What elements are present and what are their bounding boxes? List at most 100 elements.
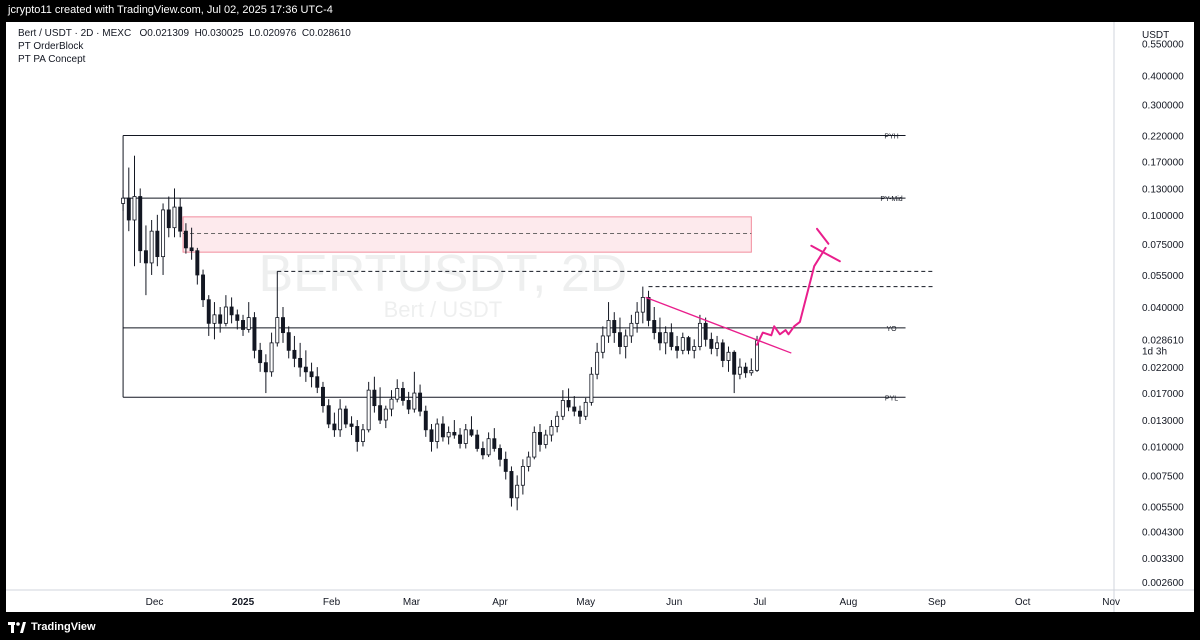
candle-body[interactable] <box>395 388 400 400</box>
candle-body[interactable] <box>143 250 148 264</box>
candle-body[interactable] <box>520 466 525 486</box>
candle-body[interactable] <box>703 322 708 340</box>
candle-body[interactable] <box>555 415 560 427</box>
candle-body[interactable] <box>360 429 365 442</box>
candle-body[interactable] <box>440 423 445 438</box>
candle-body[interactable] <box>595 351 600 375</box>
candle-body[interactable] <box>498 448 503 460</box>
candle-body[interactable] <box>269 342 274 373</box>
candle-body[interactable] <box>418 392 423 412</box>
candle-body[interactable] <box>372 389 377 407</box>
candle-body[interactable] <box>600 335 605 353</box>
candle-body[interactable] <box>675 346 680 351</box>
candle-body[interactable] <box>515 484 520 499</box>
candle-body[interactable] <box>635 311 640 324</box>
candle-body[interactable] <box>183 230 188 249</box>
candle-body[interactable] <box>475 434 480 449</box>
candle-body[interactable] <box>692 346 697 351</box>
candle-body[interactable] <box>446 431 451 438</box>
target-x-stroke[interactable] <box>816 227 830 245</box>
candle-body[interactable] <box>400 388 405 401</box>
order-block-zone[interactable] <box>182 216 752 253</box>
candle-body[interactable] <box>509 471 514 499</box>
price-axis[interactable] <box>1114 22 1194 612</box>
candle-body[interactable] <box>189 247 194 252</box>
candle-body[interactable] <box>503 458 508 472</box>
symbol-info[interactable]: Bert / USDT · 2D · MEXC <box>18 28 132 39</box>
candle-body[interactable] <box>435 423 440 442</box>
candle-body[interactable] <box>355 426 360 442</box>
candle-body[interactable] <box>309 371 314 378</box>
candle-body[interactable] <box>412 392 417 410</box>
candle-body[interactable] <box>646 297 651 321</box>
candle-body[interactable] <box>218 314 223 324</box>
candle-body[interactable] <box>429 429 434 442</box>
candle-body[interactable] <box>492 438 497 449</box>
candle-body[interactable] <box>321 386 325 407</box>
candle-body[interactable] <box>338 408 343 431</box>
candle-body[interactable] <box>543 434 548 445</box>
candle-body[interactable] <box>686 337 691 351</box>
candle-body[interactable] <box>121 197 126 204</box>
candle-body[interactable] <box>663 332 668 344</box>
candle-body[interactable] <box>549 426 554 436</box>
candle-body[interactable] <box>223 306 228 324</box>
candle-body[interactable] <box>298 357 303 368</box>
candle-body[interactable] <box>155 230 160 258</box>
candle-body[interactable] <box>281 317 285 334</box>
candle-body[interactable] <box>732 351 737 375</box>
candle-body[interactable] <box>737 366 742 375</box>
candle-body[interactable] <box>326 405 331 425</box>
candle-body[interactable] <box>572 406 577 412</box>
candle-body[interactable] <box>532 431 537 458</box>
candle-body[interactable] <box>657 332 662 344</box>
candle-body[interactable] <box>263 362 268 373</box>
candle-body[interactable] <box>275 317 280 344</box>
candle-body[interactable] <box>469 429 474 436</box>
candle-body[interactable] <box>458 434 463 444</box>
candle-body[interactable] <box>229 306 234 316</box>
candle-body[interactable] <box>149 230 154 264</box>
candle-body[interactable] <box>178 206 183 232</box>
candle-body[interactable] <box>755 340 760 371</box>
descending-trendline[interactable] <box>645 296 792 354</box>
candle-body[interactable] <box>315 376 320 388</box>
candle-body[interactable] <box>166 209 171 229</box>
candle-body[interactable] <box>743 366 748 374</box>
candle-body[interactable] <box>629 322 634 337</box>
chart-panel[interactable]: BERTUSDT, 2D Bert / USDT PYH PY-Mid YO PYL U… <box>6 22 1194 612</box>
candle-body[interactable] <box>560 400 565 417</box>
candle-body[interactable] <box>566 400 571 408</box>
candle-body[interactable] <box>680 337 685 351</box>
candle-body[interactable] <box>389 398 394 410</box>
candle-body[interactable] <box>606 320 611 337</box>
candle-body[interactable] <box>246 317 251 330</box>
candle-body[interactable] <box>235 314 240 321</box>
candle-body[interactable] <box>258 349 263 364</box>
candle-body[interactable] <box>526 456 531 467</box>
candle-body[interactable] <box>132 196 137 221</box>
candle-body[interactable] <box>423 410 428 431</box>
candle-body[interactable] <box>578 410 582 417</box>
candle-body[interactable] <box>378 405 383 421</box>
projection-path[interactable] <box>756 246 827 346</box>
candle-body[interactable] <box>303 366 308 373</box>
candle-body[interactable] <box>383 408 388 421</box>
candle-body[interactable] <box>463 429 468 444</box>
candle-body[interactable] <box>138 196 143 252</box>
candle-body[interactable] <box>161 209 166 258</box>
candle-body[interactable] <box>538 431 542 445</box>
candle-body[interactable] <box>623 335 628 347</box>
candle-body[interactable] <box>480 448 485 456</box>
candle-body[interactable] <box>195 250 200 276</box>
candle-body[interactable] <box>126 197 131 221</box>
indicator-orderblock[interactable]: PT OrderBlock <box>18 41 84 52</box>
candle-body[interactable] <box>486 438 491 456</box>
candle-body[interactable] <box>726 351 731 361</box>
candle-body[interactable] <box>343 408 348 425</box>
candle-body[interactable] <box>640 297 645 313</box>
candle-body[interactable] <box>206 299 211 324</box>
candle-body[interactable] <box>406 400 411 410</box>
candle-body[interactable] <box>749 369 754 374</box>
candle-body[interactable] <box>332 423 337 431</box>
